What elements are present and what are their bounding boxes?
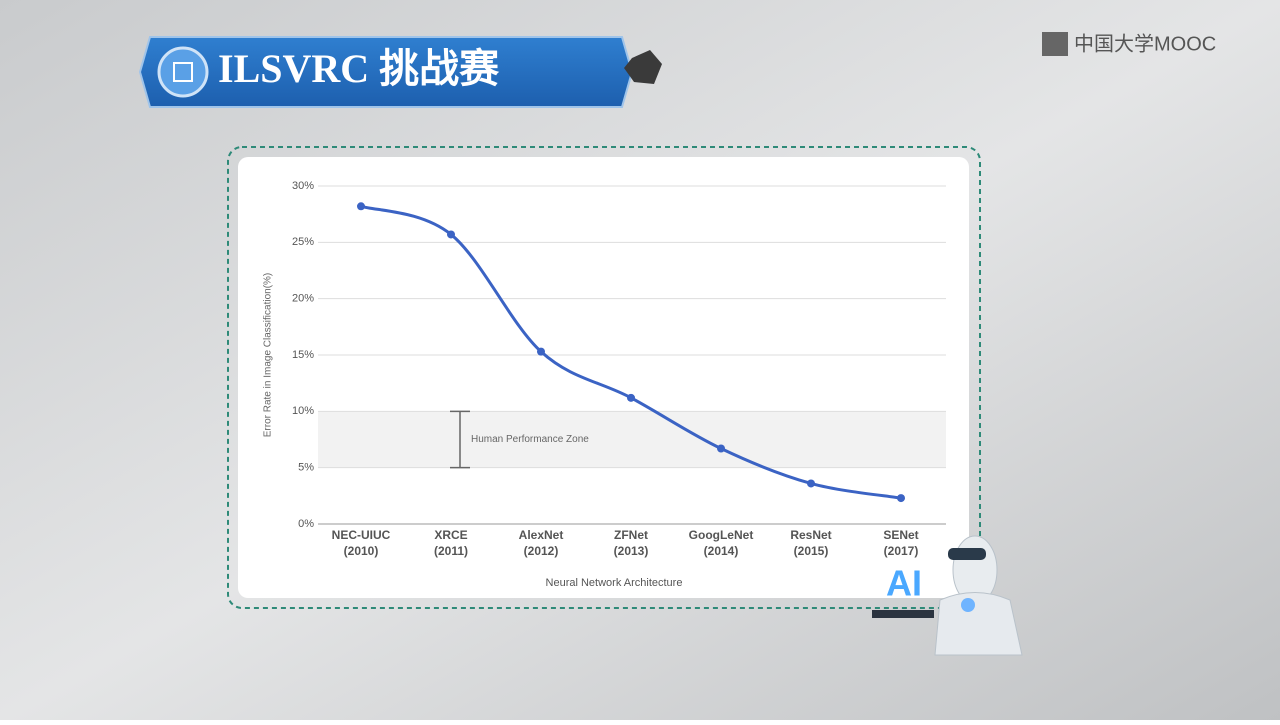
data-point xyxy=(717,444,725,453)
chart-card xyxy=(238,157,969,598)
human-zone-band xyxy=(318,411,946,468)
title-gem xyxy=(624,50,662,84)
y-tick-label: 25% xyxy=(292,236,314,248)
x-tick-label: SENet (2017) xyxy=(883,528,918,558)
y-tick-label: 10% xyxy=(292,405,314,417)
title-banner xyxy=(138,36,634,108)
data-point xyxy=(897,494,905,503)
banner-icon-chip xyxy=(173,62,193,82)
robot-body xyxy=(934,592,1023,656)
x-tick-label: NEC-UIUC (2010) xyxy=(332,528,391,558)
logo-text: 中国大学MOOC xyxy=(1074,32,1216,55)
robot-light xyxy=(961,598,975,612)
x-axis-label: Neural Network Architecture xyxy=(546,577,683,589)
x-tick-label: ResNet (2015) xyxy=(790,528,831,558)
x-tick-label: XRCE (2011) xyxy=(434,528,468,558)
data-point xyxy=(627,393,635,402)
robot-illustration: AI xyxy=(872,535,1023,656)
illustration-text: AI xyxy=(886,563,922,604)
y-tick-label: 0% xyxy=(298,518,314,530)
data-point xyxy=(357,202,365,211)
data-point xyxy=(807,479,815,488)
x-tick-label: AlexNet (2012) xyxy=(519,528,564,558)
robot-tray xyxy=(872,610,934,618)
y-axis-label: Error Rate in Image Classification(%) xyxy=(263,273,274,438)
slide-title: ILSVRC 挑战赛 xyxy=(218,46,500,91)
x-tick-label: ZFNet (2013) xyxy=(614,528,649,558)
card-border xyxy=(227,146,981,609)
chart: 0% 5% 10% 15% 20% 25% 30% Human Performance Zon… xyxy=(263,180,946,589)
banner-icon xyxy=(157,46,209,98)
logo-icon xyxy=(1042,32,1068,56)
y-tick-label: 30% xyxy=(292,180,314,192)
robot-visor xyxy=(948,548,986,560)
zone-label: Human Performance Zone xyxy=(471,434,589,445)
y-tick-label: 15% xyxy=(292,349,314,361)
y-tick-label: 20% xyxy=(292,293,314,305)
data-point xyxy=(447,230,455,239)
data-point xyxy=(537,347,545,356)
y-tick-label: 5% xyxy=(298,462,314,474)
x-tick-label: GoogLeNet (2014) xyxy=(689,528,754,558)
